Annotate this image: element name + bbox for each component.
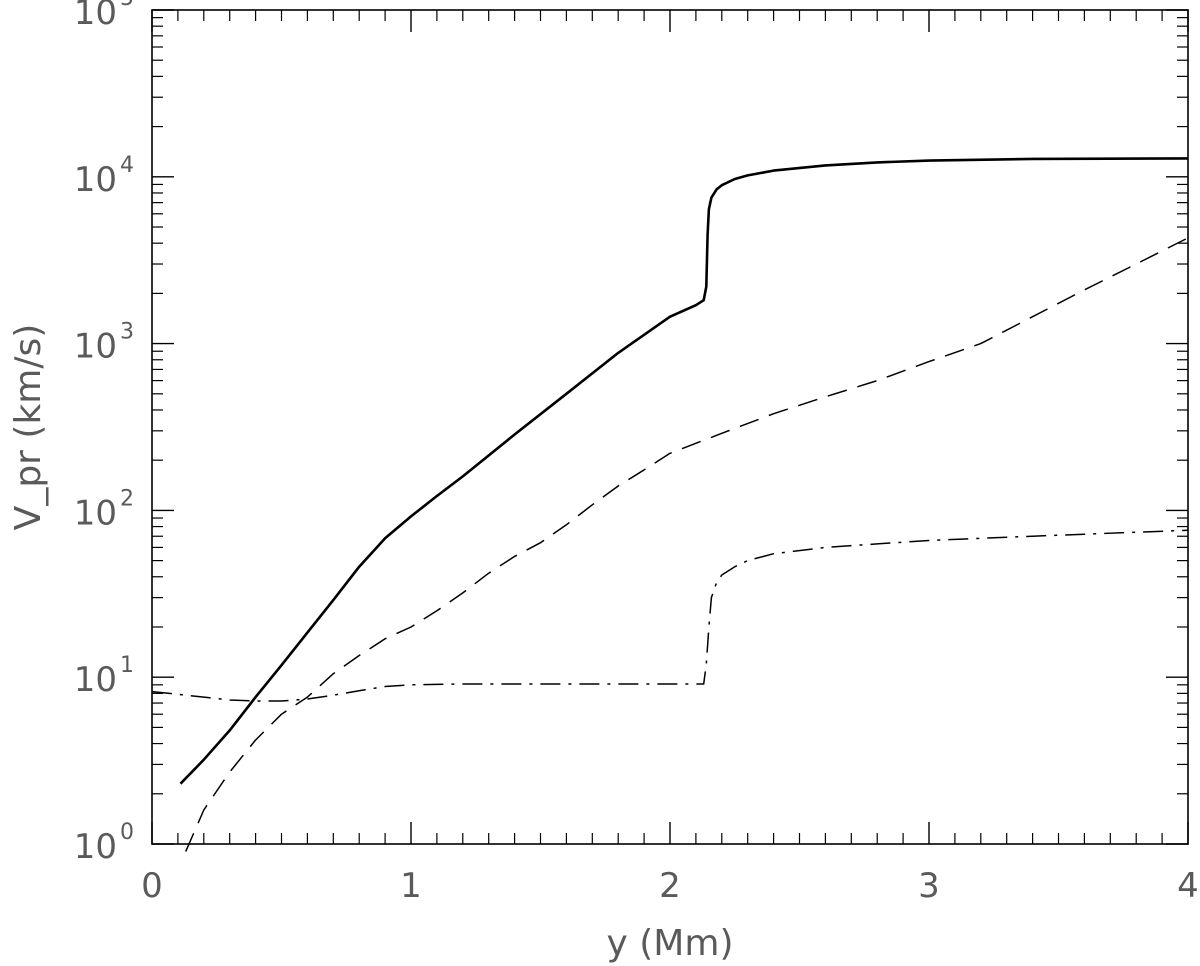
series-line-dash-dot [151,529,1189,702]
y-tick-label-exponent: 0 [120,820,134,845]
series-line-dashed [185,237,1189,852]
y-axis-title: V_pr (km/s) [8,324,49,531]
y-tick-label: 10 3 [74,320,134,367]
y-tick-label-base: 10 [74,660,117,700]
x-tick-label: 4 [1177,866,1199,906]
y-tick-label: 10 1 [74,653,134,700]
series-group [151,157,1189,852]
y-tick-label-base: 10 [74,827,117,867]
minor-ticks [152,10,1188,844]
y-tick-label-exponent: 5 [120,0,134,11]
y-tick-label-base: 10 [74,0,117,33]
y-tick-label: 105 [74,0,134,33]
y-tick-labels: 100101102103104105 [74,0,134,867]
y-tick-label-exponent: 2 [120,486,134,511]
x-axis-title: y (Mm) [607,923,734,964]
x-tick-label: 1 [400,866,422,906]
y-tick-label-base: 10 [74,160,117,200]
x-tick-label: 3 [918,866,940,906]
y-tick-label-exponent: 1 [120,653,134,678]
x-tick-label: 0 [141,866,163,906]
y-tick-label: 10 4 [74,153,134,200]
y-tick-label: 10 0 [74,820,134,867]
major-ticks [151,9,1189,845]
y-tick-label-exponent: 3 [120,320,134,345]
x-tick-label: 2 [659,866,681,906]
y-tick-label-exponent: 4 [120,153,134,178]
plot-frame [151,9,1189,845]
y-tick-label: 10 2 [74,486,134,533]
series-line-solid [179,157,1189,785]
y-tick-label-base: 10 [74,493,117,533]
x-tick-labels: 0 1 2 3 4 [141,866,1199,906]
y-tick-label-base: 10 [74,327,117,367]
